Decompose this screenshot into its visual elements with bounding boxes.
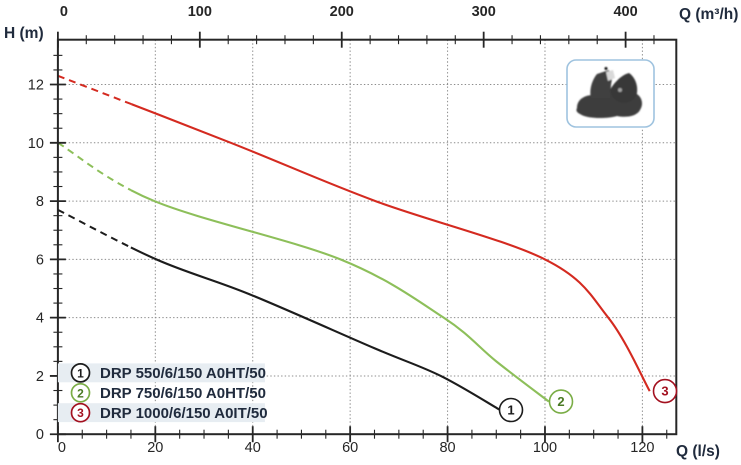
svg-text:DRP 750/6/150 A0HT/50: DRP 750/6/150 A0HT/50 <box>100 385 266 402</box>
svg-text:8: 8 <box>36 194 44 210</box>
svg-text:0: 0 <box>36 427 44 443</box>
svg-text:2: 2 <box>77 386 84 400</box>
svg-text:2: 2 <box>557 394 564 409</box>
svg-text:0: 0 <box>60 4 68 20</box>
svg-text:300: 300 <box>472 4 496 20</box>
svg-text:3: 3 <box>661 383 668 398</box>
svg-text:6: 6 <box>36 252 44 268</box>
svg-text:40: 40 <box>245 440 261 456</box>
svg-text:DRP 1000/6/150 A0IT/50: DRP 1000/6/150 A0IT/50 <box>100 405 268 422</box>
svg-text:Q (m³/h): Q (m³/h) <box>679 6 738 23</box>
svg-text:200: 200 <box>330 4 354 20</box>
svg-text:4: 4 <box>36 311 44 327</box>
svg-text:100: 100 <box>533 440 557 456</box>
svg-text:12: 12 <box>28 78 44 94</box>
svg-text:H (m): H (m) <box>4 25 44 42</box>
svg-text:120: 120 <box>630 440 654 456</box>
svg-text:1: 1 <box>507 403 514 418</box>
svg-text:DRP 550/6/150 A0HT/50: DRP 550/6/150 A0HT/50 <box>100 365 266 382</box>
svg-text:2: 2 <box>36 369 44 385</box>
svg-text:100: 100 <box>188 4 212 20</box>
svg-text:20: 20 <box>147 440 163 456</box>
svg-text:10: 10 <box>28 136 44 152</box>
svg-text:400: 400 <box>613 4 637 20</box>
svg-text:3: 3 <box>77 406 84 420</box>
svg-text:Q (l/s): Q (l/s) <box>676 443 720 460</box>
svg-text:80: 80 <box>439 440 455 456</box>
svg-text:60: 60 <box>342 440 358 456</box>
svg-text:1: 1 <box>77 366 84 380</box>
svg-text:0: 0 <box>58 440 66 456</box>
